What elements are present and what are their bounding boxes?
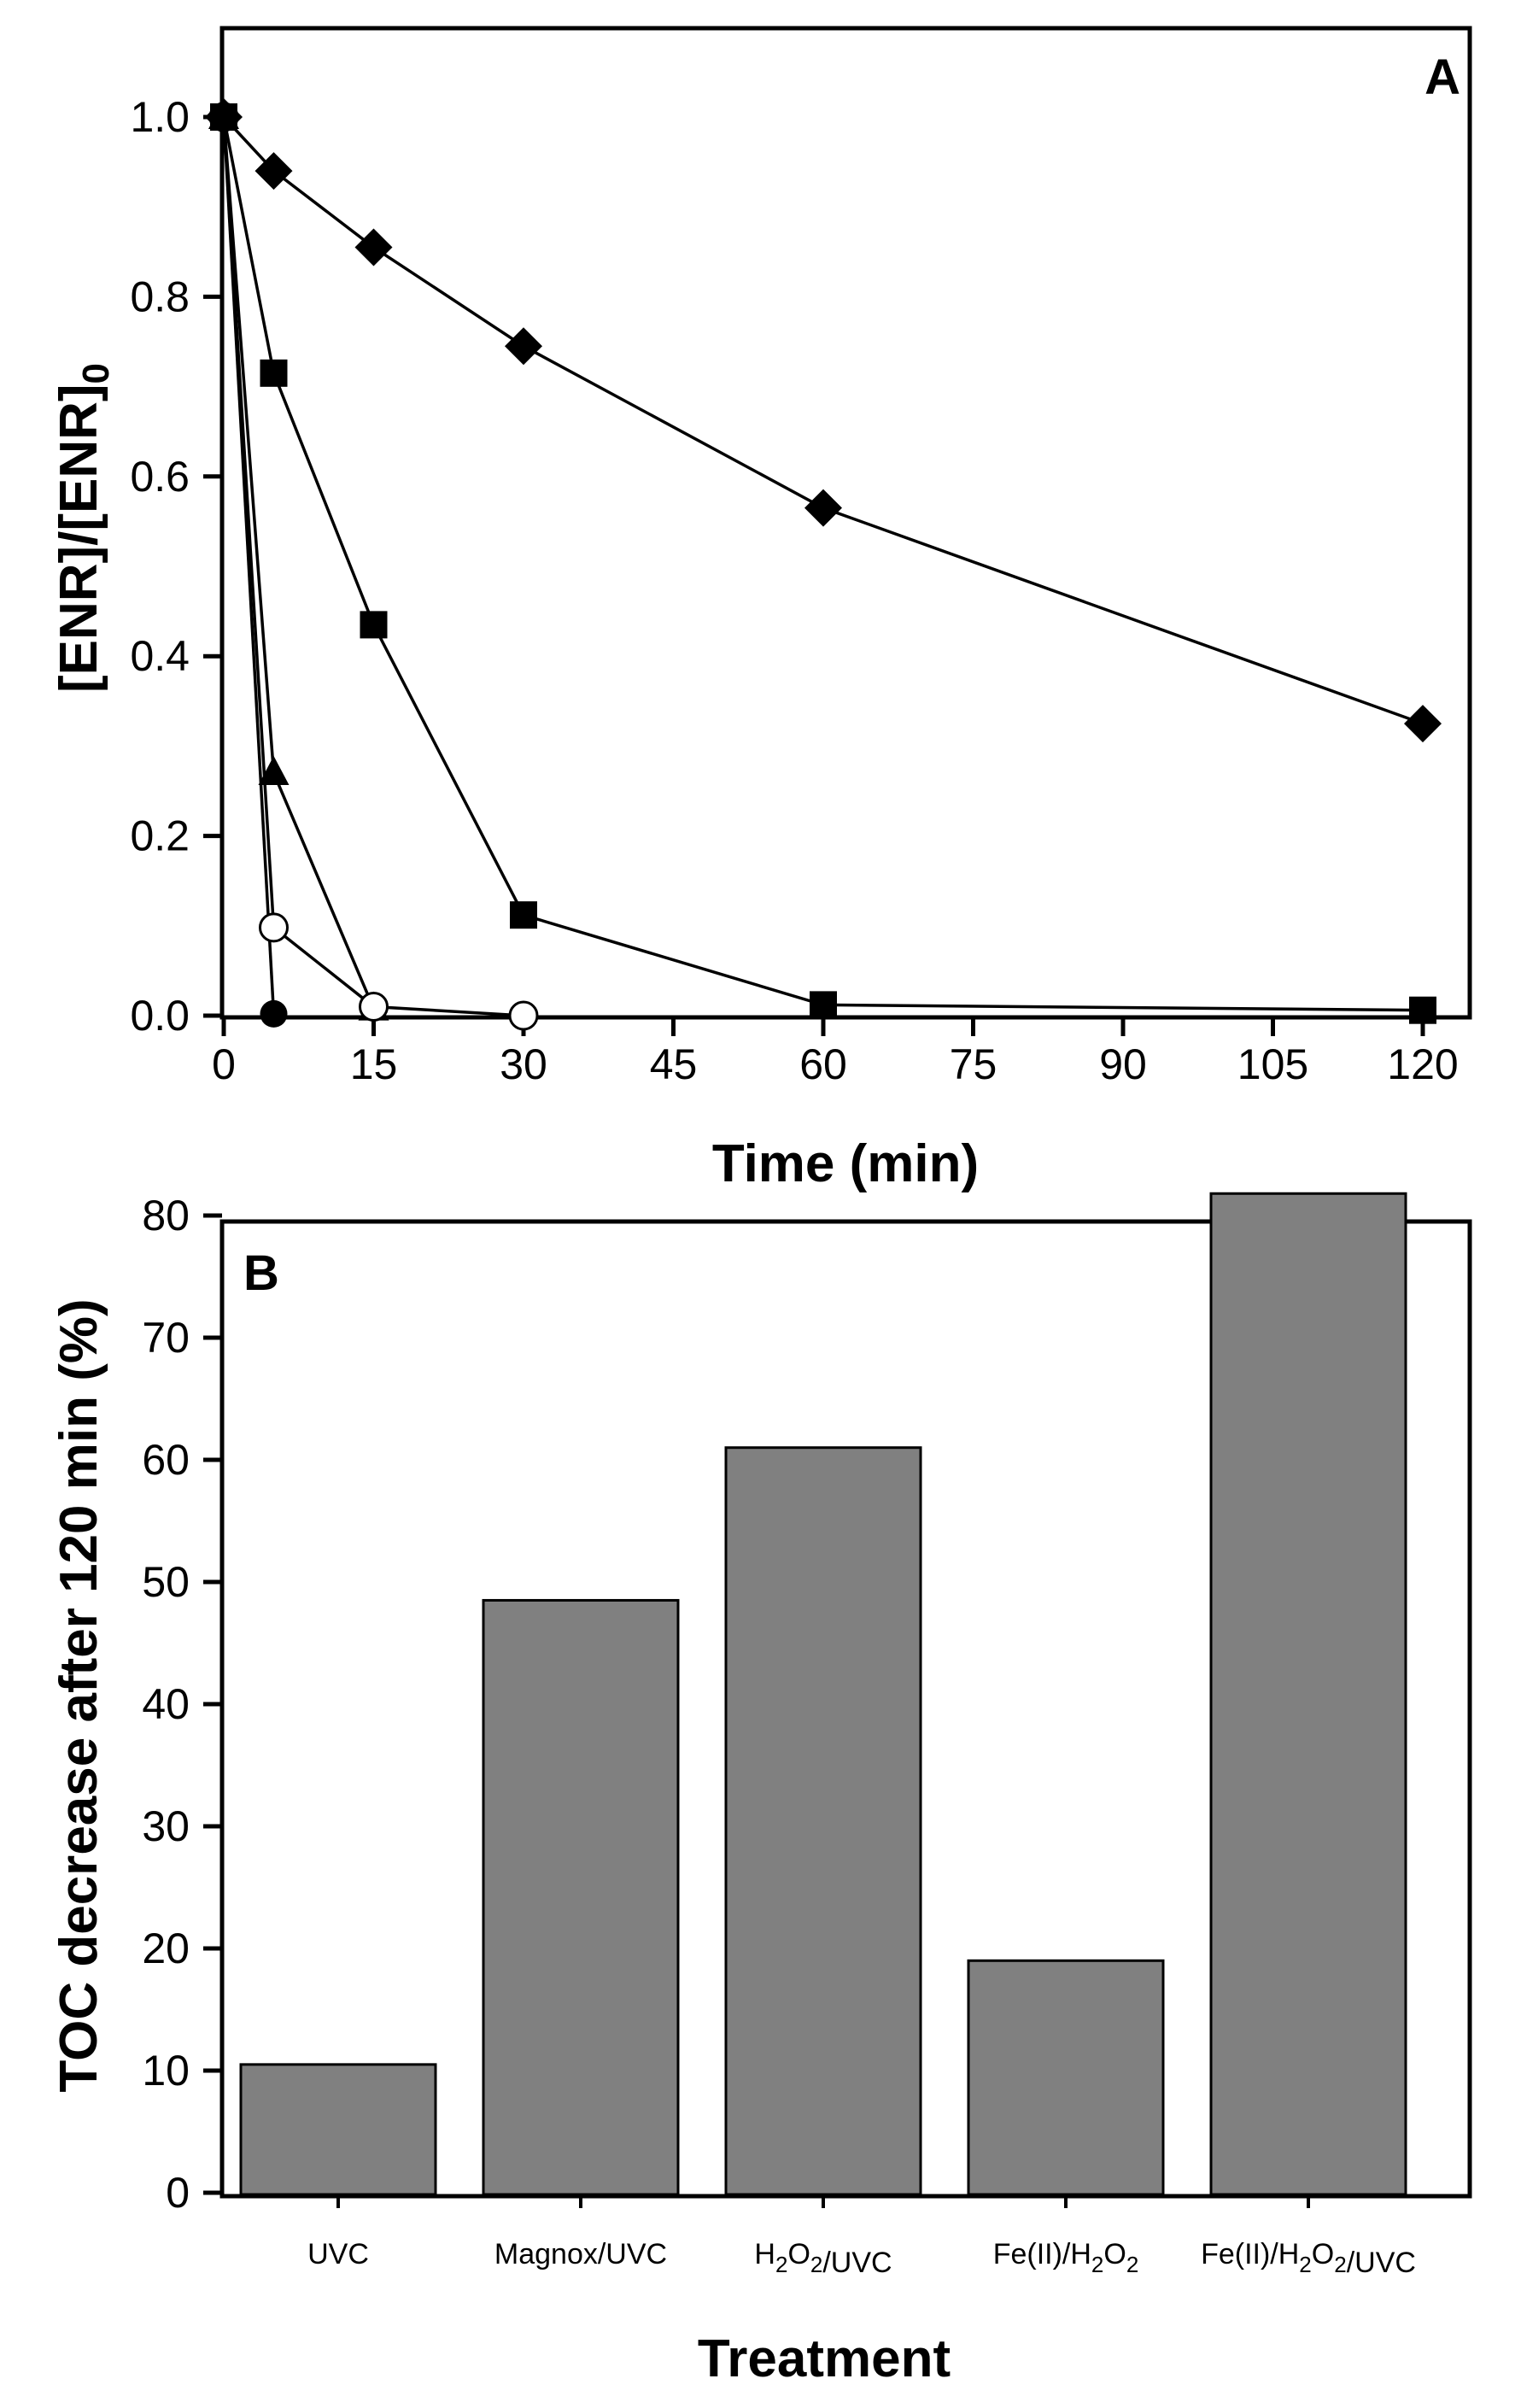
panel-a-series-lines: [222, 115, 1424, 1017]
b-y-tick-label: 30: [142, 1802, 190, 1850]
b-y-tick-label: 20: [142, 1925, 190, 1972]
a-point-square: [810, 991, 837, 1019]
a-point-filled-circle: [260, 999, 288, 1028]
panel-b-y-ticks: 0 10 20 30 40 50 60 70 80: [142, 1192, 222, 2217]
b-bar: [724, 1446, 922, 2196]
panel-a-x-axis-title: Time (min): [712, 1134, 979, 1193]
a-x-tick-label: 15: [350, 1040, 398, 1088]
b-bar: [482, 1598, 680, 2196]
a-x-tick-label: 0: [212, 1040, 236, 1088]
b-y-tick-label: 10: [142, 2047, 190, 2095]
a-point-diamond: [254, 152, 293, 190]
a-point-square: [260, 359, 288, 387]
a-point-diamond: [354, 228, 393, 267]
a-point-triangle: [258, 755, 290, 785]
a-point-open-circle: [259, 912, 289, 943]
a-point-square: [1409, 996, 1436, 1024]
panel-b-label: B: [243, 1245, 279, 1301]
a-point-square: [360, 611, 388, 639]
b-category-label: H2O2/UVC: [754, 2238, 892, 2279]
b-y-tick-label: 40: [142, 1680, 190, 1728]
panel-a-plot-frame: [219, 26, 1472, 1020]
a-point-square: [510, 901, 537, 929]
a-series-line-diamond: [222, 115, 1424, 725]
panel-a-x-ticks: 0 15 30 45 60 75 90 105 120: [212, 1017, 1459, 1088]
panel-b-category-labels: UVC Magnox/UVC H2O2/UVC Fe(II)/H2O2 Fe(II)/H…: [307, 2238, 1416, 2279]
panel-a-label: A: [1424, 50, 1460, 105]
panel-a-y-axis-title: [ENR]/[ENR]0: [50, 363, 117, 693]
panel-b-x-axis-title: Treatment: [698, 2329, 951, 2388]
a-point-filled-circle: [210, 103, 237, 131]
a-y-tick-label: 0.2: [130, 812, 190, 860]
panel-b-bar-chart: 0 10 20 30 40 50 60 70 80 UVC Magnox/UVC H2O2/UVC F…: [50, 1192, 1472, 2388]
b-category-label: Magnox/UVC: [494, 2238, 667, 2270]
a-x-tick-label: 90: [1099, 1040, 1147, 1088]
b-y-tick-label: 70: [142, 1314, 190, 1362]
panel-a-series-markers: [205, 98, 1442, 1031]
a-y-tick-label: 0.8: [130, 272, 190, 320]
a-x-tick-label: 30: [500, 1040, 547, 1088]
panel-b-plot-frame: [219, 1219, 1472, 2199]
a-point-diamond: [505, 327, 542, 366]
panel-a-y-axis-title-subscript: 0: [75, 363, 117, 384]
b-y-tick-label: 0: [166, 2169, 190, 2217]
a-series-line-square: [222, 116, 1424, 1012]
panel-b-y-axis-title: TOC decrease after 120 min (%): [50, 1298, 108, 2092]
panel-a-y-ticks: 0.0 0.2 0.4 0.6 0.8 1.0: [130, 93, 222, 1040]
a-series-line-triangle: [222, 116, 376, 1010]
a-point-diamond: [804, 489, 842, 527]
a-x-tick-label: 45: [650, 1040, 698, 1088]
b-bar: [239, 2063, 437, 2196]
a-y-tick-label: 0.0: [130, 992, 190, 1040]
b-bar: [1209, 1192, 1407, 2196]
b-category-label: Fe(II)/H2O2/UVC: [1201, 2238, 1416, 2279]
b-bar: [967, 1959, 1165, 2196]
panel-a-line-chart: 0.0 0.2 0.4 0.6 0.8 1.0 0 15 30 45 60 75 90 105 120 A…: [50, 26, 1472, 1193]
a-y-tick-label: 0.6: [130, 453, 190, 501]
b-y-tick-label: 60: [142, 1436, 190, 1484]
a-x-tick-label: 105: [1237, 1040, 1308, 1088]
b-category-label: UVC: [307, 2238, 369, 2270]
a-x-tick-label: 60: [799, 1040, 847, 1088]
a-series-line-filled-circle: [222, 116, 276, 1014]
b-category-label: Fe(II)/H2O2: [993, 2238, 1139, 2277]
a-point-open-circle: [508, 1000, 539, 1031]
a-x-tick-label: 75: [950, 1040, 997, 1088]
b-y-tick-label: 80: [142, 1192, 190, 1239]
a-series-line-open-circle: [222, 116, 524, 1017]
a-point-open-circle: [359, 991, 389, 1022]
panel-b-bars: [239, 1192, 1407, 2208]
a-point-diamond: [1404, 705, 1442, 743]
a-y-tick-label: 0.4: [130, 632, 190, 680]
b-y-tick-label: 50: [142, 1558, 190, 1606]
a-x-tick-label: 120: [1387, 1040, 1458, 1088]
panel-a-y-axis-title-main: [ENR]/[ENR]: [50, 384, 108, 693]
a-y-tick-label: 1.0: [130, 93, 190, 141]
